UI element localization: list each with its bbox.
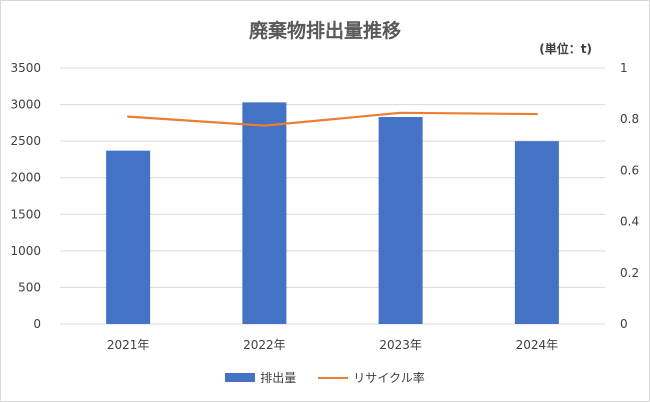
y-right-tick-label: 0: [620, 317, 628, 331]
x-tick-label: 2021年: [107, 338, 150, 352]
legend-item-bar: 排出量: [225, 369, 296, 386]
y-right-tick-label: 0.2: [620, 266, 639, 280]
legend-item-line: リサイクル率: [318, 369, 425, 386]
unit-label: (単位：t): [539, 42, 592, 56]
chart-title: 廃棄物排出量推移: [248, 20, 401, 42]
y-left-tick-label: 2500: [10, 134, 41, 148]
bar: [514, 141, 559, 324]
bar: [106, 150, 151, 324]
y-left-tick-label: 0: [33, 317, 41, 331]
legend-swatch-bar: [225, 373, 256, 382]
bar: [242, 102, 287, 325]
y-left-tick-label: 2000: [10, 171, 41, 185]
y-right-tick-label: 0.4: [620, 215, 639, 229]
legend: 排出量 リサイクル率: [0, 369, 650, 386]
bar: [378, 117, 423, 325]
y-left-tick-label: 3000: [10, 98, 41, 112]
recycle-rate-line: [127, 111, 538, 127]
legend-swatch-line: [318, 376, 349, 379]
y-left-tick-label: 1500: [10, 207, 41, 221]
legend-label-line: リサイクル率: [353, 371, 425, 385]
x-tick-label: 2023年: [379, 338, 422, 352]
y-left-tick-label: 3500: [10, 61, 41, 75]
y-right-tick-label: 0.6: [620, 163, 639, 177]
y-right-tick-label: 1: [620, 61, 628, 75]
legend-label-bar: 排出量: [260, 371, 297, 385]
x-tick-label: 2022年: [243, 338, 286, 352]
y-left-tick-label: 500: [18, 280, 41, 294]
y-right-tick-label: 0.8: [620, 112, 639, 126]
y-left-tick-label: 1000: [10, 244, 41, 258]
x-tick-label: 2024年: [516, 338, 559, 352]
